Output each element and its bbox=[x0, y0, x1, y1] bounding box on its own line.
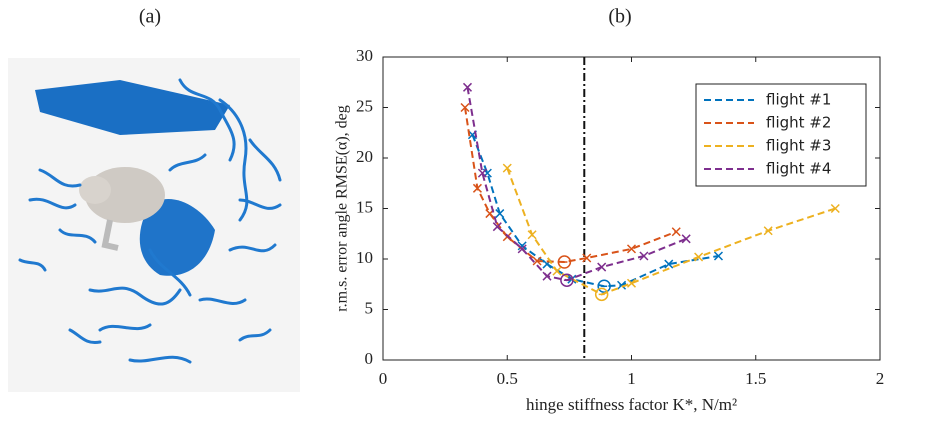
legend-label: flight #2 bbox=[766, 114, 831, 132]
y-tick-label: 5 bbox=[365, 298, 374, 317]
x-tick-label: 0 bbox=[379, 369, 388, 388]
optimum-marker bbox=[597, 279, 611, 294]
point-marker bbox=[694, 252, 704, 262]
point-marker bbox=[626, 278, 637, 288]
point-marker bbox=[597, 262, 607, 272]
simulation-render bbox=[8, 58, 300, 392]
legend-label: flight #3 bbox=[766, 137, 831, 155]
point-marker bbox=[495, 209, 505, 219]
series-line bbox=[506, 167, 836, 296]
series-line bbox=[464, 107, 677, 264]
point-marker bbox=[527, 230, 537, 240]
point-marker bbox=[460, 102, 470, 113]
point-marker bbox=[664, 259, 674, 269]
x-tick-label: 1 bbox=[627, 369, 636, 388]
point-marker bbox=[517, 241, 527, 251]
series-line bbox=[471, 134, 719, 288]
point-marker bbox=[532, 256, 542, 266]
panel-label: (a) bbox=[139, 6, 161, 28]
point-marker bbox=[671, 227, 681, 237]
point-marker bbox=[462, 82, 473, 92]
point-marker bbox=[617, 280, 627, 290]
x-tick-label: 0.5 bbox=[497, 369, 518, 388]
point-marker bbox=[472, 183, 482, 193]
x-axis-label: hinge stiffness factor K*, N/m² bbox=[526, 395, 737, 414]
legend-label: flight #4 bbox=[766, 160, 831, 178]
y-tick-label: 20 bbox=[356, 147, 373, 166]
series-line bbox=[466, 87, 687, 282]
point-marker bbox=[542, 271, 552, 281]
y-tick-label: 15 bbox=[356, 197, 373, 216]
point-marker bbox=[582, 253, 592, 263]
point-marker bbox=[502, 163, 512, 173]
point-marker bbox=[830, 203, 840, 214]
y-tick-label: 25 bbox=[356, 96, 373, 115]
optimum-marker bbox=[557, 255, 572, 269]
x-tick-label: 1.5 bbox=[745, 369, 766, 388]
point-marker bbox=[477, 168, 487, 178]
optimum-marker bbox=[560, 273, 574, 287]
point-marker bbox=[626, 244, 637, 254]
y-axis-label: r.m.s. error angle RMSE(α), deg bbox=[334, 105, 351, 312]
legend-box bbox=[695, 83, 867, 187]
point-marker bbox=[763, 226, 773, 236]
x-tick-label: 2 bbox=[876, 369, 885, 388]
y-tick-label: 10 bbox=[356, 248, 373, 267]
panel-label: (b) bbox=[608, 6, 631, 28]
point-marker bbox=[681, 234, 691, 244]
legend-label: flight #1 bbox=[766, 91, 831, 109]
point-marker bbox=[492, 222, 502, 232]
point-marker bbox=[552, 266, 562, 276]
point-marker bbox=[713, 251, 724, 261]
y-tick-label: 30 bbox=[356, 46, 373, 65]
point-marker bbox=[639, 251, 649, 261]
point-marker bbox=[517, 244, 527, 254]
optimum-marker bbox=[594, 287, 609, 302]
y-tick-label: 0 bbox=[365, 349, 374, 368]
